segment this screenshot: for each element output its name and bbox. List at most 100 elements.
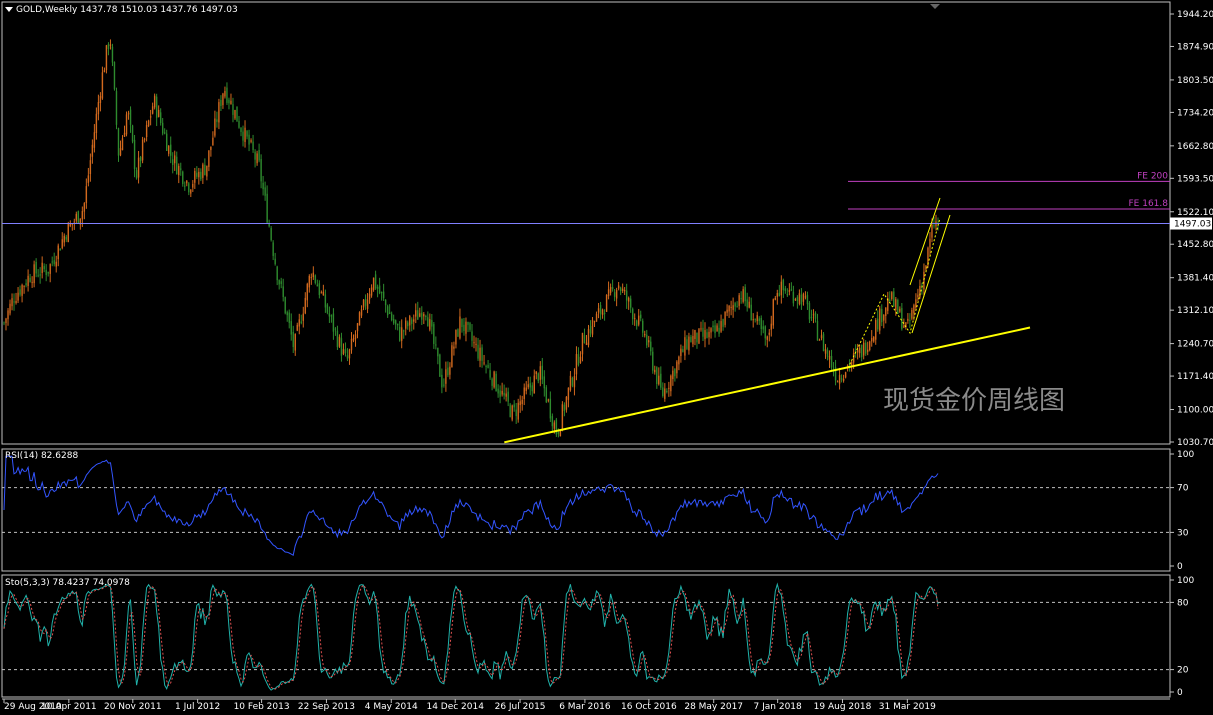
- candle: [768, 329, 770, 342]
- candle-body: [824, 349, 827, 354]
- candle-body: [340, 338, 343, 356]
- candle-body: [495, 373, 497, 392]
- candle: [551, 413, 554, 433]
- candle-body: [172, 159, 174, 165]
- candle-body: [326, 304, 329, 313]
- candle: [87, 167, 90, 187]
- candle: [555, 417, 558, 437]
- candle: [511, 404, 513, 422]
- candle: [593, 320, 596, 328]
- candle: [567, 387, 570, 408]
- candle: [623, 287, 626, 295]
- candle-body: [597, 308, 600, 313]
- candle: [877, 310, 879, 332]
- candle: [278, 279, 280, 290]
- candle: [762, 320, 764, 334]
- candle: [318, 280, 321, 299]
- candle: [523, 383, 525, 406]
- candle: [808, 301, 811, 324]
- candle: [774, 295, 777, 301]
- candle: [431, 313, 433, 335]
- candle: [607, 281, 610, 300]
- candle: [362, 299, 365, 311]
- candle: [483, 354, 485, 366]
- candle-body: [740, 298, 742, 300]
- candle-body: [609, 287, 612, 293]
- candle: [911, 307, 913, 321]
- dropdown-triangle-icon[interactable]: [5, 7, 13, 12]
- candle: [726, 304, 728, 317]
- candle: [250, 138, 252, 144]
- candle: [507, 387, 509, 407]
- candle-body: [800, 294, 803, 305]
- candle: [499, 385, 501, 404]
- candle-body: [65, 236, 67, 240]
- candle: [29, 273, 31, 283]
- candle-body: [875, 319, 877, 340]
- candle: [338, 334, 341, 348]
- zigzag-line: [847, 217, 941, 369]
- candle-body: [449, 366, 451, 375]
- candle-body: [33, 264, 35, 284]
- candle-body: [864, 342, 867, 354]
- candle: [35, 258, 37, 278]
- candle-body: [599, 305, 602, 314]
- candle-body: [615, 290, 618, 299]
- candle: [328, 306, 331, 323]
- candle-body: [101, 72, 104, 99]
- candle: [41, 256, 43, 279]
- candle-body: [25, 283, 27, 286]
- candle: [304, 292, 306, 315]
- candle-body: [814, 312, 817, 319]
- candle: [67, 221, 69, 243]
- candle-body: [336, 330, 339, 348]
- candle-body: [684, 337, 686, 356]
- candle: [891, 291, 893, 301]
- current-price-marker: [1170, 217, 1212, 230]
- candle: [728, 304, 730, 318]
- candle-body: [388, 312, 391, 314]
- candle-body: [127, 112, 130, 115]
- candle-body: [49, 264, 51, 274]
- candle: [5, 317, 7, 331]
- candle: [782, 278, 785, 298]
- candle-body: [242, 131, 244, 141]
- candle: [186, 180, 188, 187]
- candle: [354, 330, 357, 347]
- candle: [208, 150, 210, 172]
- candle: [43, 263, 45, 273]
- candle-body: [505, 393, 507, 397]
- candle: [370, 284, 373, 298]
- price-tick-label: 1944.20: [1177, 10, 1213, 20]
- candle: [631, 307, 634, 325]
- candle: [798, 289, 801, 306]
- candle: [465, 317, 467, 342]
- shift-marker-icon: [930, 4, 940, 9]
- candle: [200, 168, 202, 182]
- candle: [838, 367, 841, 390]
- candle-body: [674, 369, 676, 377]
- candle: [344, 342, 347, 357]
- candle: [585, 334, 588, 346]
- candle-body: [268, 222, 270, 227]
- candle: [662, 382, 664, 398]
- candle: [276, 265, 278, 286]
- candle: [519, 395, 521, 413]
- candle: [503, 384, 505, 400]
- candle: [531, 382, 533, 397]
- candle: [625, 283, 628, 309]
- candle: [784, 285, 787, 294]
- date-tick-label: 19 Aug 2018: [814, 702, 872, 712]
- candle: [469, 321, 471, 332]
- candle: [282, 278, 284, 302]
- candle: [736, 301, 738, 308]
- candle: [802, 292, 805, 306]
- candle-body: [278, 280, 280, 285]
- candle-body: [650, 341, 652, 352]
- candle: [521, 395, 523, 411]
- candle: [326, 303, 329, 315]
- candle-body: [652, 351, 654, 371]
- candle-body: [139, 157, 142, 162]
- candle-body: [182, 171, 184, 184]
